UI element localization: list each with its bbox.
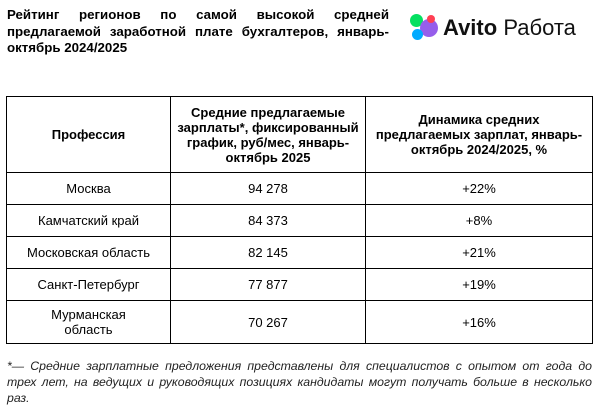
column-header-salary: Средние предлагаемые зарплаты*, фиксиров… [170,96,366,173]
dynamics-cell: +21% [365,236,593,269]
dynamics-cell: +16% [365,300,593,344]
salary-cell: 82 145 [170,236,366,269]
table-row: Камчатский край 84 373 +8% [6,204,593,237]
table-row: Мурманская область 70 267 +16% [6,300,593,344]
salary-cell: 84 373 [170,204,366,237]
column-header-profession: Профессия [6,96,171,173]
region-cell: Москва [6,172,171,205]
region-cell: Камчатский край [6,204,171,237]
logo-text: Avito Работа [443,15,576,41]
table-row: Москва 94 278 +22% [6,172,593,205]
footnote: *— Средние зарплатные предложения предст… [7,359,592,405]
salary-cell: 94 278 [170,172,366,205]
salary-table: Профессия Средние предлагаемые зарплаты*… [6,96,593,344]
avito-rabota-logo: Avito Работа [409,13,576,43]
table-row: Московская область 82 145 +21% [6,236,593,269]
logo-brand: Avito [443,15,498,40]
region-cell: Санкт-Петербург [6,268,171,301]
region-cell: Московская область [6,236,171,269]
dynamics-cell: +22% [365,172,593,205]
salary-cell: 70 267 [170,300,366,344]
table-header-row: Профессия Средние предлагаемые зарплаты*… [6,96,593,173]
table-row: Санкт-Петербург 77 877 +19% [6,268,593,301]
avito-dots-icon [409,13,439,43]
region-cell: Мурманская область [6,300,171,344]
logo-product: Работа [503,15,576,40]
dynamics-cell: +8% [365,204,593,237]
dynamics-cell: +19% [365,268,593,301]
column-header-dynamics: Динамика средних предлагаемых зарплат, я… [365,96,593,173]
page-title: Рейтинг регионов по самой высокой средне… [7,7,389,55]
salary-cell: 77 877 [170,268,366,301]
